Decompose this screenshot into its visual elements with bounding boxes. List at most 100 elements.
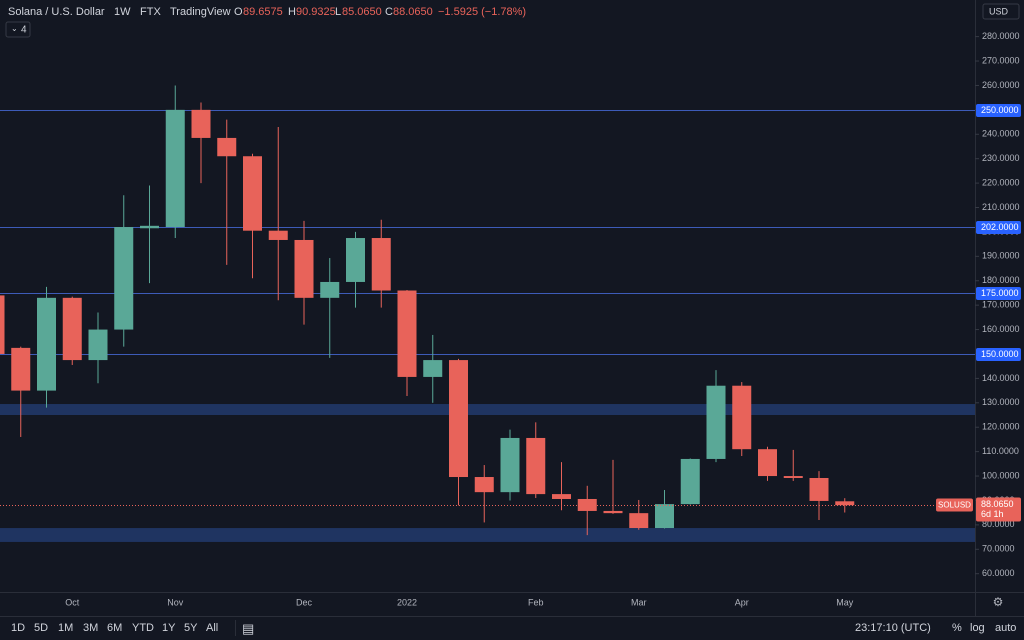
- y-tick-label: 210.0000: [982, 202, 1020, 212]
- y-tick-label: 270.0000: [982, 55, 1020, 65]
- y-tick-label: 220.0000: [982, 177, 1020, 187]
- y-tick-label: 60.0000: [982, 568, 1015, 578]
- level-label-box: [976, 348, 1021, 361]
- y-tick-label: 70.0000: [982, 544, 1015, 554]
- candle-body: [165, 109, 185, 228]
- price-axis-value: 88.0650: [981, 499, 1014, 509]
- level-label-box: [976, 104, 1021, 117]
- zone: [0, 404, 975, 416]
- y-tick-label: 170.0000: [982, 300, 1020, 310]
- range-button[interactable]: 3M: [83, 622, 99, 634]
- ohlc-label: L: [335, 6, 341, 18]
- x-tick-label: Apr: [735, 597, 749, 607]
- range-button[interactable]: YTD: [132, 622, 154, 634]
- candle-body: [37, 297, 56, 391]
- candle-body: [526, 437, 546, 495]
- y-tick-label: 190.0000: [982, 251, 1020, 261]
- indicator-toggle[interactable]: [5, 21, 31, 38]
- candle-body: [114, 227, 134, 330]
- candle-body: [294, 239, 314, 298]
- interval: 1W: [114, 6, 131, 18]
- candle-body: [371, 238, 391, 291]
- x-tick-label: Oct: [65, 597, 80, 607]
- candle-body: [423, 360, 443, 377]
- source: TradingView: [170, 6, 231, 18]
- range-button[interactable]: 5D: [34, 622, 49, 634]
- y-tick-label: 180.0000: [982, 275, 1020, 285]
- price-axis-tag: [976, 497, 1021, 522]
- range-button[interactable]: 6M: [107, 622, 123, 634]
- y-tick-label: 280.0000: [982, 31, 1020, 41]
- change: −1.5925 (−1.78%): [438, 6, 526, 18]
- candle-body: [397, 290, 417, 377]
- range-button[interactable]: 1Y: [162, 622, 176, 634]
- range-button[interactable]: 1D: [11, 622, 26, 634]
- y-tick-label: 110.0000: [982, 446, 1019, 456]
- zone: [0, 528, 975, 542]
- candle-body: [603, 510, 623, 514]
- x-tick-label: May: [836, 597, 854, 607]
- candle-body: [243, 156, 262, 231]
- candle-body: [268, 230, 288, 240]
- currency: USD: [989, 6, 1009, 16]
- x-tick-label: Mar: [631, 597, 647, 607]
- range-button[interactable]: 1M: [58, 622, 74, 634]
- background: [0, 0, 1024, 616]
- date-range-icon[interactable]: ▤: [242, 621, 255, 636]
- y-tick-label: 230.0000: [982, 153, 1020, 163]
- x-tick-label: Feb: [528, 597, 544, 607]
- exchange: FTX: [140, 6, 161, 18]
- log-toggle[interactable]: log: [970, 622, 985, 634]
- candle-body: [191, 109, 211, 138]
- candle-body: [500, 437, 520, 493]
- y-tick-label: 260.0000: [982, 80, 1020, 90]
- candle-body: [758, 449, 777, 477]
- settings-icon[interactable]: ⚙: [993, 595, 1004, 609]
- candle-body: [320, 281, 340, 298]
- y-tick-label: 120.0000: [982, 422, 1020, 432]
- candle-body: [11, 347, 31, 391]
- range-button[interactable]: 5Y: [184, 622, 198, 634]
- candle-body: [809, 477, 829, 501]
- ohlc-label: H: [288, 6, 296, 18]
- level-label-box: [976, 221, 1021, 234]
- candle-body: [346, 238, 365, 282]
- ohlc-label: C: [385, 6, 393, 18]
- percent-toggle[interactable]: %: [952, 622, 962, 634]
- candle-body: [449, 360, 468, 478]
- y-tick-label: 140.0000: [982, 373, 1020, 383]
- x-tick-label: 2022: [397, 597, 417, 607]
- level-label: 202.0000: [981, 222, 1019, 232]
- bottom-toolbar: [0, 616, 1024, 640]
- price-tag-symbol: SOLUSD: [938, 501, 971, 510]
- auto-toggle[interactable]: auto: [995, 622, 1017, 634]
- candle-body: [140, 225, 159, 229]
- price-countdown: 6d 1h: [981, 509, 1004, 519]
- candle-body: [680, 458, 700, 505]
- ohlc-value: 90.9325: [296, 6, 336, 18]
- ohlc-value: 89.6575: [243, 6, 283, 18]
- x-tick-label: Dec: [296, 597, 313, 607]
- level-label: 175.0000: [981, 288, 1019, 298]
- chart: 60.000070.000080.000090.0000100.0000110.…: [0, 0, 1024, 616]
- y-tick-label: 160.0000: [982, 324, 1020, 334]
- x-tick-label: Nov: [167, 597, 184, 607]
- chevron: ⌄: [11, 24, 18, 33]
- separator: [235, 620, 236, 636]
- level-label: 150.0000: [981, 349, 1019, 359]
- y-tick-label: 240.0000: [982, 129, 1020, 139]
- level-label: 250.0000: [981, 105, 1019, 115]
- y-tick-label: 130.0000: [982, 397, 1020, 407]
- indicator-count: 4: [21, 25, 27, 36]
- candle-body: [706, 385, 726, 459]
- price-tag-box: [936, 498, 973, 512]
- candle-body: [62, 297, 82, 361]
- candle-body: [577, 498, 597, 511]
- currency-button[interactable]: [982, 3, 1020, 20]
- ohlc-value: 88.0650: [393, 6, 433, 18]
- candle-body: [217, 137, 237, 157]
- range-button[interactable]: All: [206, 622, 219, 634]
- clock: 23:17:10 (UTC): [855, 622, 931, 634]
- candle-body: [835, 501, 855, 506]
